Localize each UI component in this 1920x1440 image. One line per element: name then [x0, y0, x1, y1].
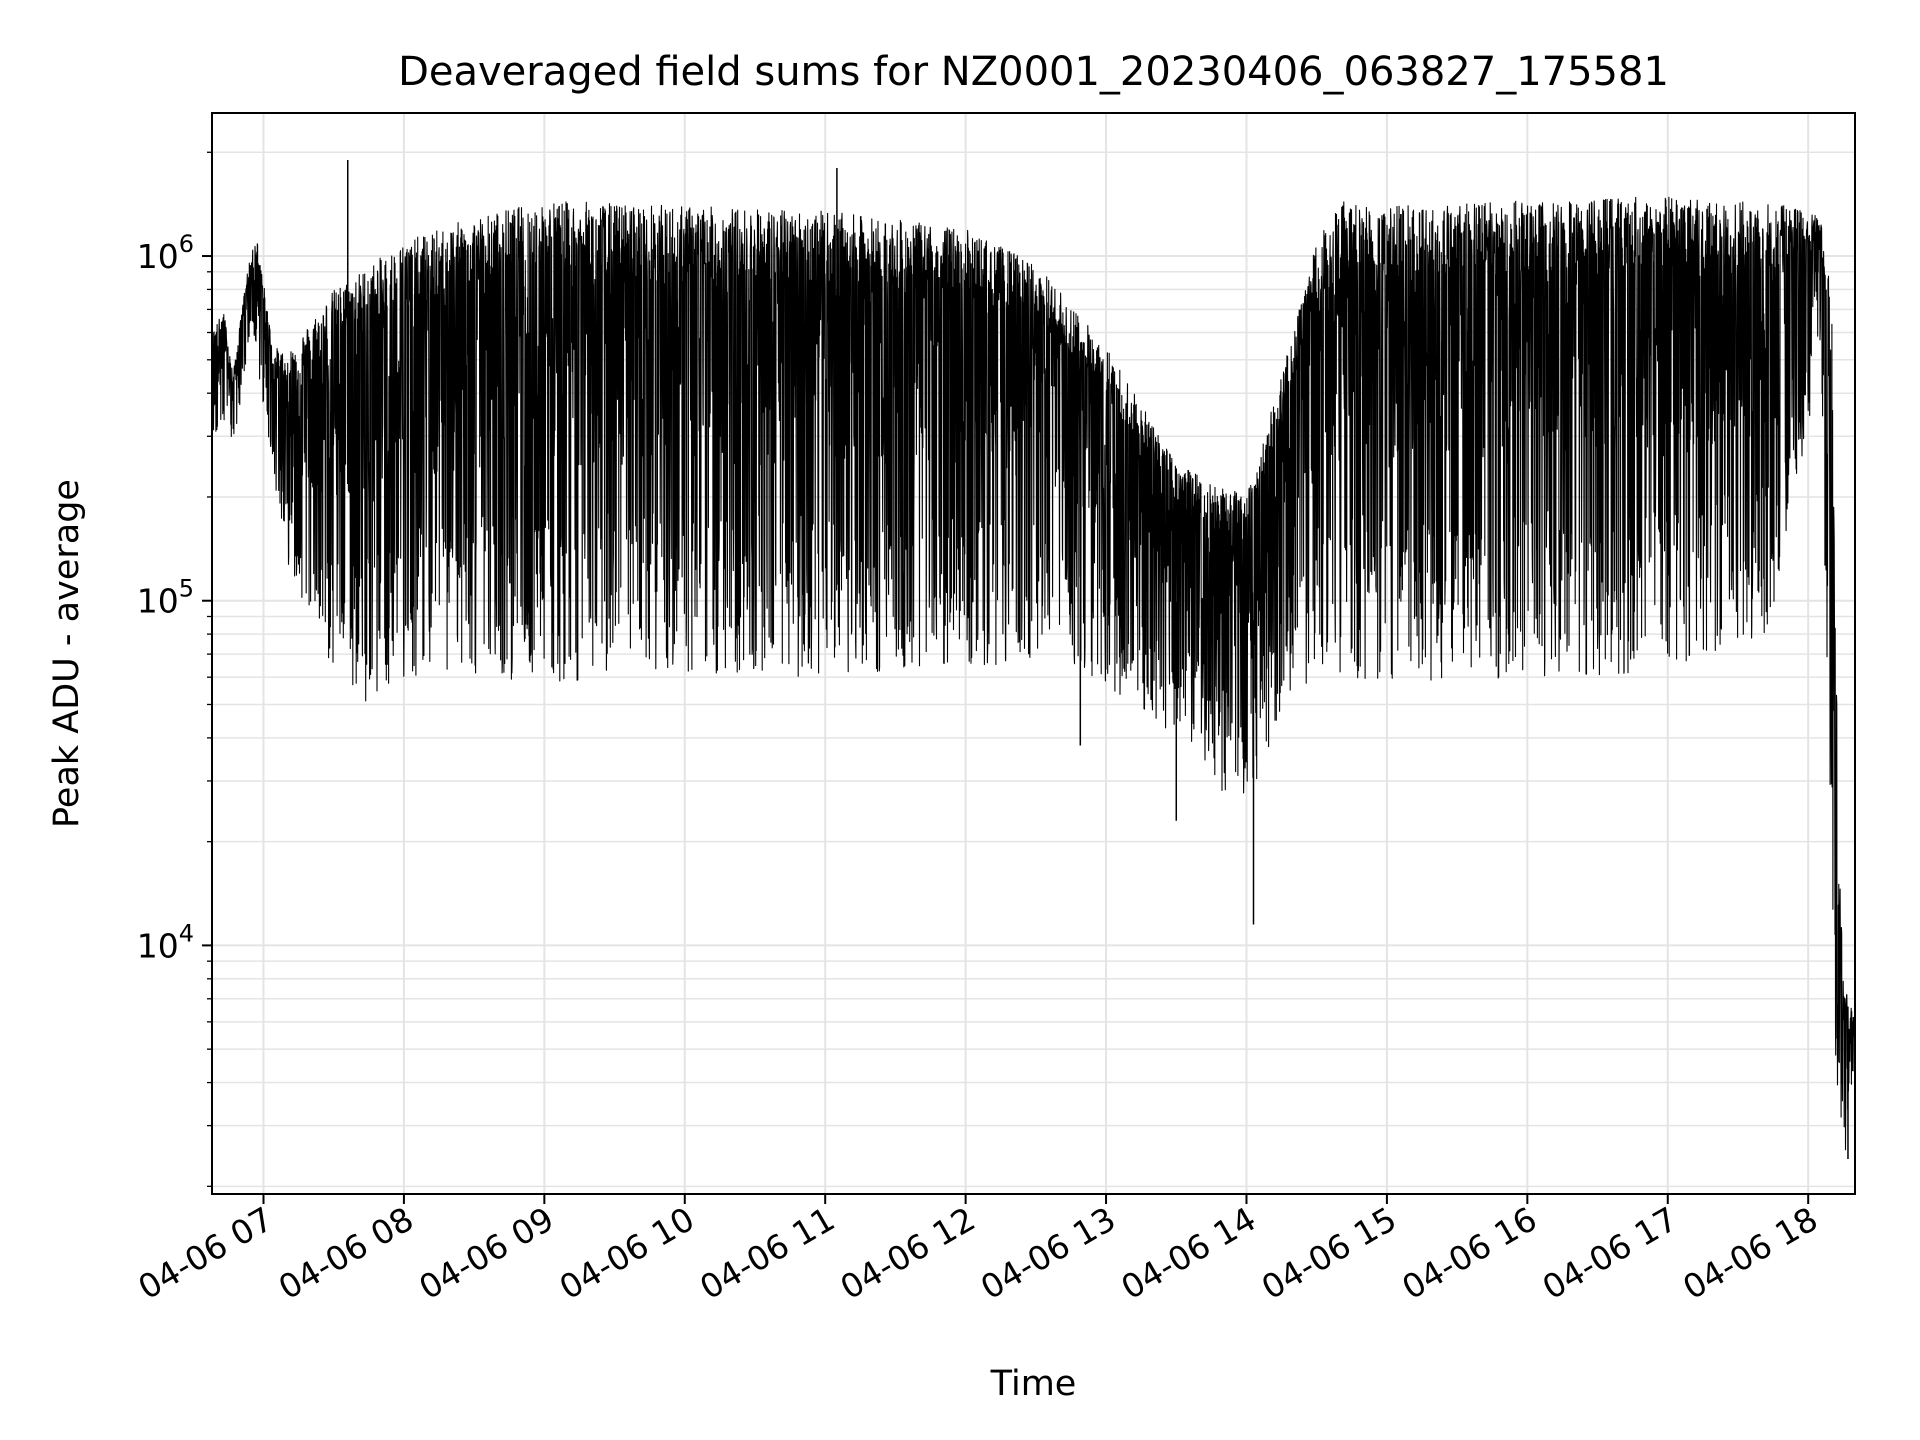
series-line: [211, 196, 1856, 1151]
y-tick-exponent: 5: [179, 575, 194, 603]
y-tick-label: 106: [137, 230, 194, 276]
y-tick-base: 10: [137, 582, 179, 621]
y-tick-base: 10: [137, 926, 179, 965]
y-axis-title: Peak ADU - average: [47, 479, 87, 828]
data-series: [211, 159, 1856, 1160]
y-tick-label: 105: [137, 575, 194, 621]
chart-title: Deaveraged field sums for NZ0001_2023040…: [398, 49, 1669, 95]
y-tick-label: 104: [137, 919, 194, 965]
y-tick-exponent: 4: [179, 919, 194, 947]
x-axis-title: Time: [990, 1364, 1077, 1404]
y-tick-base: 10: [137, 237, 179, 276]
y-tick-exponent: 6: [179, 230, 194, 258]
